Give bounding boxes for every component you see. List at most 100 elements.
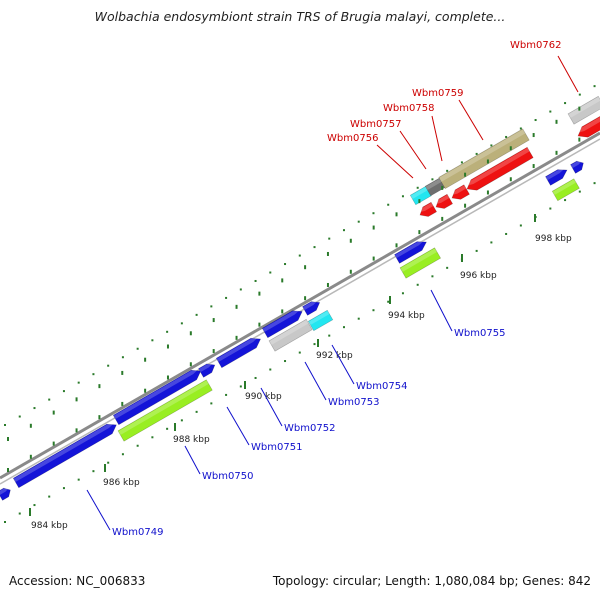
dotted-guides [4,85,596,523]
guide-dot [387,203,390,206]
label-leader [430,289,453,332]
label-leader [86,489,111,531]
gene-label[interactable]: Wbm0762 [510,40,561,51]
label-leader [260,387,283,427]
gene-label[interactable]: Wbm0755 [454,328,505,339]
guide-dot [62,487,65,490]
gene-feature[interactable] [394,238,428,264]
guide-dot [431,178,434,181]
guide-dot [416,186,419,189]
gene-label[interactable]: Wbm0751 [251,442,302,453]
guide-dot [18,415,21,418]
guide-dot [33,504,36,507]
gene-feature[interactable] [117,379,213,442]
gene-feature[interactable] [551,178,580,202]
guide-dot [401,195,404,198]
guide-dot [431,275,434,278]
gene-feature[interactable] [409,185,432,206]
guide-dot [446,169,449,172]
gene-label[interactable]: Wbm0750 [202,471,253,482]
gene-feature[interactable] [449,184,470,203]
tick-label: 998 kbp [535,234,572,244]
guide-dot [593,182,596,185]
gene-feature[interactable] [570,159,585,174]
guide-dot [490,241,493,244]
guide-dot [357,317,360,320]
guide-dot [490,144,493,147]
gene-feature[interactable] [433,193,454,212]
gene-label[interactable]: Wbm0759 [412,88,463,99]
label-leader [304,361,327,401]
guide-dot [313,246,316,249]
gene-feature[interactable] [438,128,530,190]
tick-label: 984 kbp [31,521,68,531]
guide-dot [298,351,301,354]
guide-dot [48,495,51,498]
accession-text: Accession: NC_006833 [9,574,146,588]
guide-dot [107,364,110,367]
guide-dot [195,410,198,413]
gene-label[interactable]: Wbm0754 [356,381,407,392]
guide-dot [180,322,183,325]
gene-feature[interactable] [567,95,600,125]
guide-dot [549,207,552,210]
gene-feature[interactable] [307,309,334,332]
guide-dot [92,470,95,473]
guide-dot [578,190,581,193]
gene-feature[interactable] [12,420,119,489]
map-title: Wolbachia endosymbiont strain TRS of Bru… [94,9,506,24]
gene-feature[interactable] [198,361,217,378]
gene-feature[interactable] [261,307,305,339]
gene-feature[interactable] [545,166,569,186]
tick-label: 988 kbp [173,435,210,445]
guide-dot [121,356,124,359]
ticks: 984 kbp 986 kbp 988 kbp 990 kbp 992 kbp 994 k… [7,106,581,531]
guide-dot [284,360,287,363]
guide-dot [505,135,508,138]
tick-label: 992 kbp [316,351,353,361]
gene-feature[interactable] [215,334,263,369]
gene-feature[interactable] [302,298,322,316]
label-leader [184,445,201,475]
labels: Wbm0756 Wbm0757 Wbm0758 Wbm0759 Wbm0762 Wbm07… [86,40,579,538]
gene-feature[interactable] [0,486,13,501]
guide-dot [328,334,331,337]
gene-label[interactable]: Wbm0749 [112,527,163,538]
guide-dot [239,288,242,291]
gene-feature[interactable] [399,247,442,279]
topology-summary: Topology: circular; Length: 1,080,084 bp… [272,574,591,588]
backbone-line [0,131,600,480]
gene-feature[interactable] [268,318,313,352]
guide-dot [77,381,80,384]
gene-feature[interactable] [112,366,203,426]
gene-label[interactable]: Wbm0757 [350,119,401,130]
gene-label[interactable]: Wbm0753 [328,397,379,408]
guide-dot [342,326,345,329]
guide-dot [446,266,449,269]
gene-feature[interactable] [417,201,438,220]
tick-label: 990 kbp [245,392,282,402]
guide-dot [534,119,537,122]
label-leader [557,55,579,93]
features [0,95,600,501]
gene-label[interactable]: Wbm0758 [383,103,434,114]
guide-dot [136,347,139,350]
guide-dot [475,249,478,252]
guide-dot [387,300,390,303]
label-leader [331,344,355,385]
guide-dot [210,402,213,405]
gene-label[interactable]: Wbm0756 [327,133,378,144]
label-leader [376,144,414,179]
gene-feature[interactable] [464,146,534,194]
guide-dot [180,419,183,422]
guide-dot [166,330,169,333]
guide-dot [48,398,51,401]
gene-label[interactable]: Wbm0752 [284,423,335,434]
guide-dot [460,161,463,164]
guide-dot [549,110,552,113]
guide-dot [313,343,316,346]
guide-dot [342,229,345,232]
guide-dot [372,212,375,215]
guide-dot [62,390,65,393]
guide-dot [77,478,80,481]
